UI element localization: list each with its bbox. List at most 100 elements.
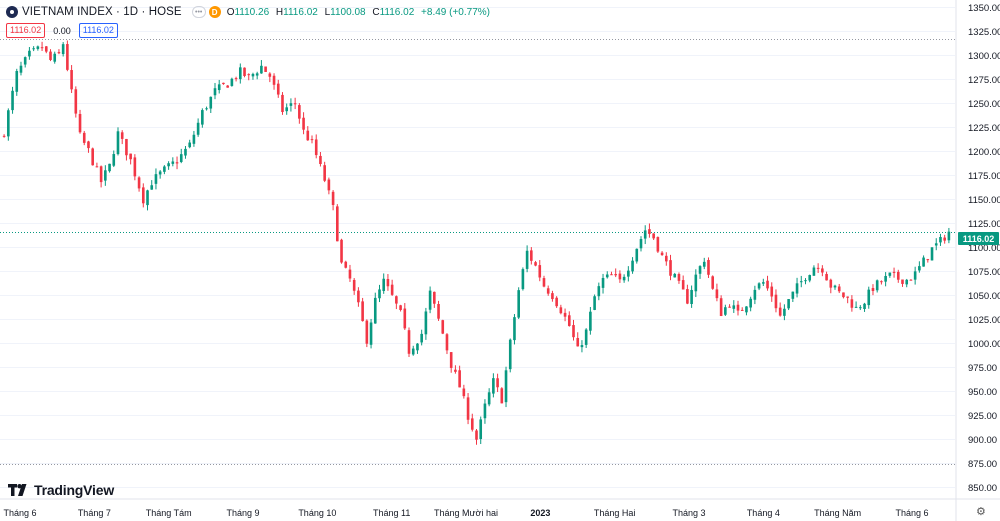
candle-body [230,78,234,86]
candle [799,275,803,288]
candle-body [352,279,356,291]
candle-body [87,141,90,149]
candle-body [281,94,284,113]
candle [120,130,124,145]
candle-body [36,46,40,49]
candle [652,233,655,241]
candle [306,126,310,141]
candle [365,319,369,348]
candle [399,304,402,312]
candle-body [521,269,525,290]
candle-body [888,272,892,276]
candle-body [821,268,824,273]
candle-body [428,290,432,310]
candle [559,304,563,315]
candle [251,72,255,80]
candle-body [572,325,575,338]
y-tick-label: 900.00 [968,435,997,446]
candle-body [492,378,495,394]
candle-body [323,165,326,181]
y-tick-label: 1050.00 [968,291,1000,302]
reference-lines [0,39,955,465]
x-tick-label: Tháng Năm [814,508,861,518]
candle-body [454,369,457,372]
candle [184,146,187,159]
candle [656,236,660,253]
candle-body [542,278,546,287]
candle-body [635,248,639,262]
candle-body [875,280,879,291]
candle-body [285,107,289,112]
candle [217,79,221,94]
high-value: 1116.02 [283,6,318,18]
candle-body [551,293,554,300]
y-tick-label: 925.00 [968,411,997,422]
candle-body [715,289,719,299]
candle-body [567,315,571,326]
candle [757,282,761,291]
candle-body [403,308,407,329]
candle [901,279,904,287]
candle [791,291,795,302]
candle [660,251,664,256]
candle [454,365,457,374]
candle-body [458,370,461,388]
candle-body [125,138,128,156]
high-label: H [275,6,284,18]
tradingview-logo[interactable]: TradingView [8,482,114,498]
candle-body [601,277,605,288]
candle-body [399,305,402,310]
trade-row: 1116.02 0.00 1116.02 [6,23,118,38]
sell-price-box[interactable]: 1116.02 [6,23,46,38]
more-dots-icon[interactable]: ••• [191,6,206,18]
close-value: 1116.02 [379,6,415,18]
candle-body [449,352,453,368]
candle [749,296,752,312]
x-tick-label: Tháng 4 [747,508,780,518]
candle [386,274,390,291]
candle-body [411,348,415,355]
candle-body [441,320,445,334]
candle [875,279,879,293]
candle [567,311,571,327]
candle [2,134,6,138]
candle [947,227,951,244]
candle [361,297,364,322]
candle-body [732,305,736,309]
symbol-title[interactable]: VIETNAM INDEX · 1D · HOSE [22,6,182,18]
candle-body [407,330,411,354]
candle-body [158,171,162,175]
candle-body [475,430,478,440]
buy-price-box[interactable]: 1116.02 [78,23,118,38]
candle [462,384,466,399]
candle [719,295,723,317]
candle [116,127,120,156]
candle-body [7,110,10,137]
candle [108,163,111,173]
candle-body [23,57,27,65]
candle [437,300,440,321]
candle [57,49,61,55]
candle-body [327,179,331,191]
candle-body [867,289,871,306]
candle [774,289,778,313]
candle [428,286,432,314]
delayed-badge[interactable]: D [208,6,221,18]
candle [816,263,820,273]
chart-header: VIETNAM INDEX · 1D · HOSE ••• D O1110.26… [6,5,494,19]
time-axis[interactable]: Tháng 6 Tháng 7 Tháng Tám Tháng 9 Tháng 10 Th… [0,498,1000,518]
candle [664,252,668,266]
candle-body [420,333,423,343]
candle [589,307,592,335]
candle [517,287,520,319]
candle-body [226,85,229,88]
price-axis[interactable]: 850.00 875.00 900.00 925.00 950.00 975.00 1000… [955,0,1000,521]
candle-body [44,46,48,52]
settings-gear-icon[interactable]: ⚙ [976,506,986,518]
candle [892,267,896,278]
candle [70,65,73,94]
candle-body [783,308,786,316]
candle-body [605,274,609,278]
candle [614,268,617,278]
